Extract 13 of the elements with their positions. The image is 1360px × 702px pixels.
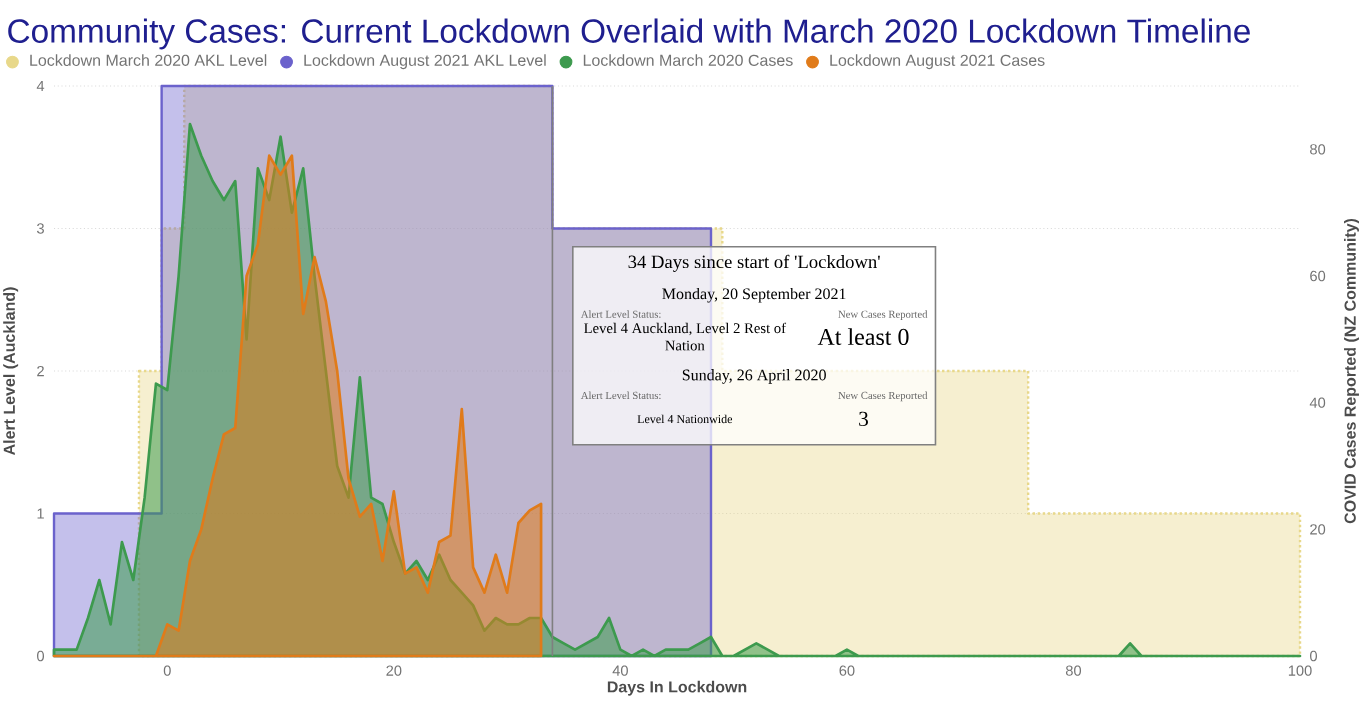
legend-label: Lockdown August 2021 Cases <box>830 54 1045 70</box>
annotation: Sunday, 26 April 2020 <box>682 369 826 384</box>
legend-label: Lockdown March 2020 Cases <box>583 54 793 66</box>
y2-axis-title: COVID Cases Reported (NZ Community) <box>1344 218 1359 524</box>
annotation: Monday, 20 September 2021 <box>662 287 846 303</box>
chart-title: Community Cases: Current Lockdown Overlaid with March 2020 Lockdown Timeline <box>8 18 1250 50</box>
y-axis-title: Alert Level (Auckland) <box>3 287 19 456</box>
annotation: At least 0 <box>817 328 909 346</box>
legend-label: Lockdown August 2021 AKL Level <box>304 54 546 70</box>
x-axis-title: Days In Lockdown <box>607 680 747 696</box>
annotation: 34 Days since start of 'Lockdown' <box>628 254 880 272</box>
legend-label: Lockdown March 2020 AKL Level <box>30 54 267 66</box>
annotation: 3 <box>859 411 868 427</box>
